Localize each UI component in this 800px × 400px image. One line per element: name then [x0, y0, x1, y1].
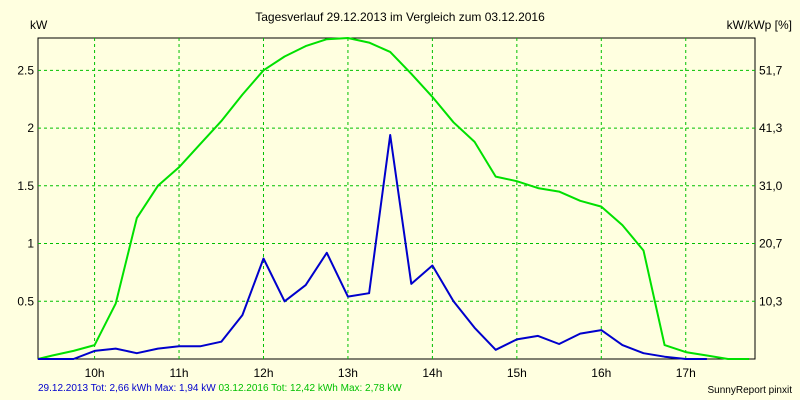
y-tick-label: 2.5	[17, 63, 34, 77]
y-tick-label: 1	[27, 237, 34, 251]
brand-label: SunnyReport pinxit	[707, 385, 793, 396]
footer-legend: 29.12.2013 Tot: 2,66 kWh Max: 1,94 kW 03…	[38, 383, 402, 394]
y-tick-label: 1.5	[17, 179, 34, 193]
x-tick-label: 17h	[676, 366, 696, 380]
series-lines	[37, 37, 750, 360]
x-tick-label: 10h	[85, 366, 105, 380]
y2-tick-label: 20,7	[759, 237, 783, 251]
y-axis-label: kW	[30, 18, 48, 32]
y2-tick-label: 31,0	[759, 179, 783, 193]
plot-area	[37, 37, 756, 360]
chart-title: Tagesverlauf 29.12.2013 im Vergleich zum…	[255, 10, 545, 24]
legend-green-summary: 03.12.2016 Tot: 12,42 kWh Max: 2,78 kW	[218, 383, 402, 394]
x-tick-label: 16h	[591, 366, 611, 380]
tick-labels: 10h 11h 12h 13h 14h 15h 16h 17h 0.5 1 1.5 2 2.5 10,3 2…	[17, 63, 782, 380]
x-tick-label: 15h	[507, 366, 527, 380]
y2-tick-label: 51,7	[759, 63, 783, 77]
y-tick-label: 2	[27, 121, 34, 135]
series-line-green	[37, 37, 750, 360]
y2-tick-label: 41,3	[759, 121, 783, 135]
y2-tick-label: 10,3	[759, 294, 783, 308]
y2-axis-label: kW/kWp [%]	[726, 18, 792, 32]
x-tick-label: 13h	[338, 366, 358, 380]
series-line-blue	[38, 134, 707, 360]
legend-blue-summary: 29.12.2013 Tot: 2,66 kWh Max: 1,94 kW	[38, 383, 216, 394]
x-tick-label: 14h	[422, 366, 442, 380]
x-tick-label: 11h	[169, 366, 188, 380]
y-tick-label: 0.5	[17, 294, 34, 308]
x-tick-label: 12h	[253, 366, 273, 380]
